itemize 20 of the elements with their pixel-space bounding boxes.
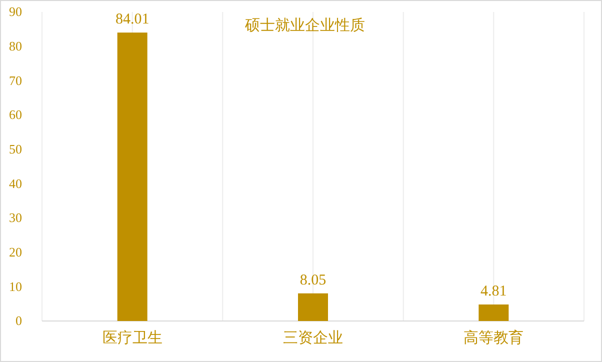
chart-title: 硕士就业企业性质 bbox=[244, 17, 365, 34]
x-tick-label: 医疗卫生 bbox=[102, 330, 162, 347]
y-tick-label: 50 bbox=[9, 141, 22, 156]
y-tick-label: 20 bbox=[9, 244, 22, 260]
x-tick-label: 高等教育 bbox=[464, 330, 524, 347]
bar bbox=[478, 304, 509, 321]
y-tick-label: 10 bbox=[9, 278, 22, 294]
data-label: 84.01 bbox=[115, 12, 150, 28]
bar bbox=[298, 293, 328, 321]
y-tick-label: 60 bbox=[9, 107, 22, 122]
bar bbox=[117, 32, 148, 321]
data-label: 8.05 bbox=[300, 272, 326, 288]
x-tick-label: 三资企业 bbox=[283, 330, 343, 347]
y-tick-label: 40 bbox=[9, 176, 22, 191]
y-tick-label: 0 bbox=[16, 313, 22, 328]
data-label: 4.81 bbox=[480, 283, 507, 300]
y-tick-label: 90 bbox=[9, 4, 22, 20]
y-tick-label: 30 bbox=[9, 210, 22, 226]
y-tick-label: 80 bbox=[9, 38, 22, 54]
y-tick-label: 70 bbox=[9, 72, 22, 88]
